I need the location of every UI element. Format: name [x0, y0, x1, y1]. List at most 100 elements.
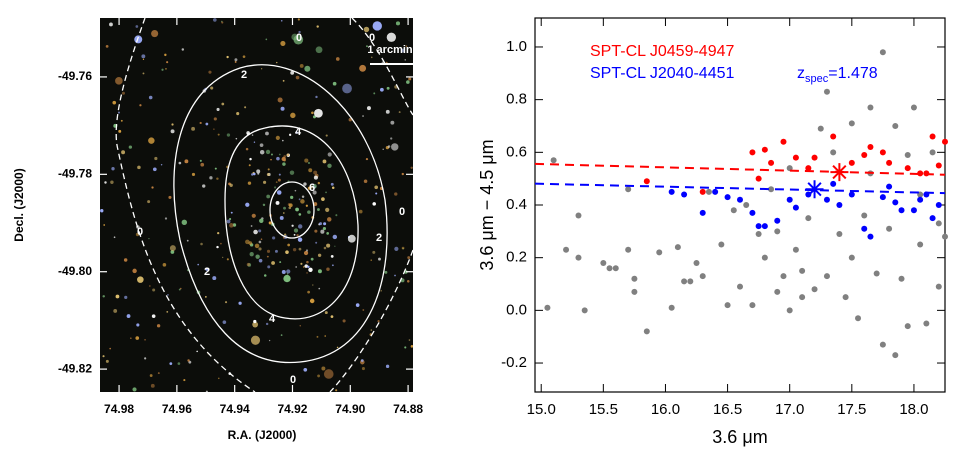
star	[314, 229, 318, 233]
star	[406, 80, 410, 84]
data-point	[917, 196, 924, 203]
star	[151, 29, 159, 38]
star	[307, 161, 311, 165]
data-point	[855, 315, 862, 322]
star	[225, 301, 228, 304]
star	[326, 232, 329, 235]
star	[274, 186, 277, 189]
contour-label: 0	[290, 374, 296, 386]
star	[347, 234, 356, 243]
star	[118, 129, 122, 133]
star	[109, 347, 111, 350]
star	[178, 161, 182, 165]
star	[113, 309, 118, 313]
legend-label: SPT-CL J0459-4947	[590, 43, 734, 60]
data-point	[942, 233, 948, 240]
star	[342, 319, 346, 323]
star	[226, 258, 229, 261]
star	[216, 177, 219, 180]
star	[115, 77, 123, 85]
star	[296, 234, 299, 237]
star	[298, 224, 303, 229]
star	[210, 86, 214, 90]
data-point	[935, 283, 942, 290]
data-point	[935, 202, 942, 208]
star	[313, 170, 318, 175]
star	[401, 48, 406, 53]
data-point	[848, 159, 855, 166]
star	[184, 159, 189, 164]
star	[324, 335, 326, 337]
star	[226, 55, 229, 59]
star	[259, 149, 265, 155]
star	[165, 68, 167, 70]
star	[102, 355, 105, 358]
star	[398, 111, 401, 114]
star	[315, 95, 318, 99]
star	[152, 288, 156, 292]
star	[244, 106, 247, 109]
star	[234, 61, 237, 63]
data-point	[755, 230, 762, 237]
x-tick-label: 18.0	[899, 401, 928, 418]
data-point	[724, 302, 731, 309]
star	[408, 339, 411, 341]
star	[310, 257, 314, 261]
star	[335, 57, 340, 61]
star	[292, 247, 297, 252]
star	[214, 167, 217, 170]
star	[208, 70, 212, 74]
star	[327, 217, 332, 222]
star	[128, 145, 133, 149]
data-point	[581, 307, 588, 314]
star	[265, 149, 271, 155]
data-point	[625, 246, 632, 253]
contour-label: 0	[137, 226, 143, 238]
sky-image	[100, 18, 413, 392]
star	[277, 97, 283, 103]
star	[280, 20, 283, 22]
star	[279, 261, 282, 264]
star	[147, 200, 151, 204]
star	[324, 311, 328, 315]
star	[300, 199, 305, 204]
star	[297, 237, 303, 242]
star	[302, 266, 305, 268]
star	[311, 111, 314, 115]
contour-label: 0	[369, 32, 375, 44]
star	[226, 219, 231, 224]
star	[217, 133, 220, 136]
star	[170, 129, 175, 134]
star	[253, 229, 258, 235]
data-point	[898, 207, 905, 214]
star	[317, 269, 322, 274]
star	[330, 255, 334, 258]
star	[212, 276, 217, 281]
star	[275, 135, 280, 140]
star	[259, 143, 264, 148]
data-point	[761, 254, 768, 261]
star	[277, 178, 281, 182]
star	[148, 237, 150, 240]
star	[253, 172, 256, 176]
star	[205, 267, 209, 271]
star	[313, 202, 318, 206]
contour-label: 0	[296, 32, 302, 44]
data-point	[681, 278, 688, 285]
data-point	[774, 217, 781, 224]
annotation-text: z	[797, 65, 805, 82]
star	[238, 301, 242, 305]
star	[320, 229, 325, 234]
data-point	[774, 288, 781, 295]
star	[242, 55, 246, 59]
data-point	[749, 302, 756, 309]
star	[205, 296, 207, 298]
star	[162, 263, 167, 267]
y-tick-label: -49.82	[58, 361, 92, 375]
star	[265, 131, 269, 136]
star	[394, 246, 399, 251]
star	[281, 270, 286, 274]
star	[141, 54, 146, 59]
star	[298, 198, 301, 201]
star	[266, 173, 270, 176]
